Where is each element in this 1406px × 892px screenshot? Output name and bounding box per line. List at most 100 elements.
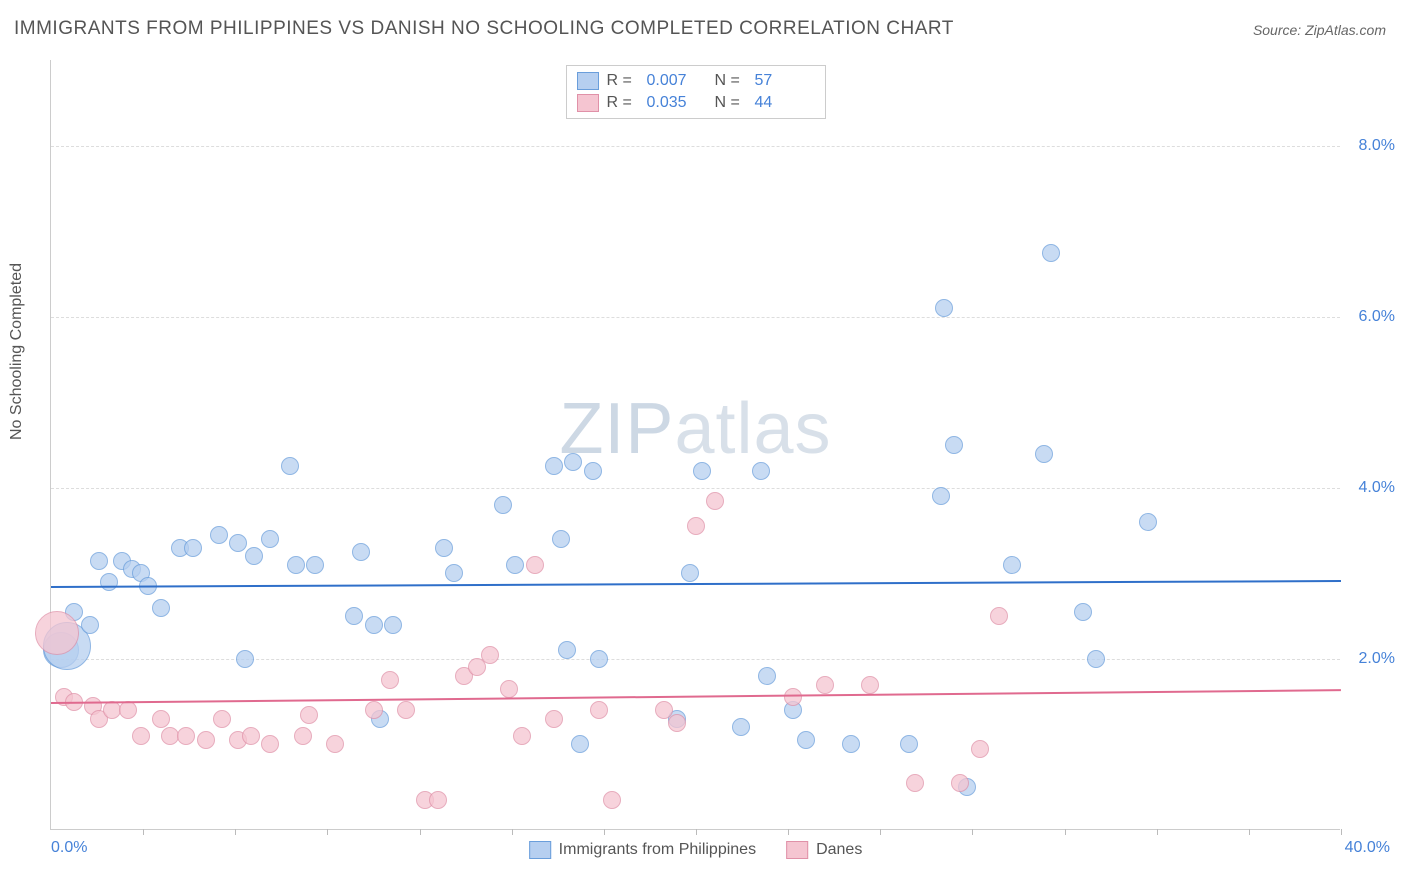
data-point xyxy=(435,539,453,557)
x-tick xyxy=(235,829,236,835)
x-axis-max-label: 40.0% xyxy=(1345,839,1390,857)
legend-item: Danes xyxy=(786,841,862,859)
series-name: Danes xyxy=(816,841,862,859)
n-label: N = xyxy=(715,72,747,90)
legend-stats-row: R = 0.007 N = 57 xyxy=(577,70,815,92)
data-point xyxy=(681,564,699,582)
data-point xyxy=(564,453,582,471)
data-point xyxy=(445,564,463,582)
data-point xyxy=(245,547,263,565)
data-point xyxy=(287,556,305,574)
n-label: N = xyxy=(715,94,747,112)
data-point xyxy=(177,727,195,745)
r-value: 0.007 xyxy=(647,72,707,90)
y-tick-label: 6.0% xyxy=(1359,308,1395,326)
data-point xyxy=(132,727,150,745)
swatch-icon xyxy=(577,72,599,90)
data-point xyxy=(81,616,99,634)
data-point xyxy=(210,526,228,544)
x-tick xyxy=(1341,829,1342,835)
data-point xyxy=(1074,603,1092,621)
legend-stats-row: R = 0.035 N = 44 xyxy=(577,92,815,114)
r-value: 0.035 xyxy=(647,94,707,112)
data-point xyxy=(584,462,602,480)
trend-line xyxy=(51,580,1341,588)
data-point xyxy=(197,731,215,749)
x-tick xyxy=(1249,829,1250,835)
data-point xyxy=(558,641,576,659)
x-tick xyxy=(512,829,513,835)
data-point xyxy=(242,727,260,745)
data-point xyxy=(100,573,118,591)
n-value: 57 xyxy=(755,72,815,90)
series-name: Immigrants from Philippines xyxy=(559,841,756,859)
data-point xyxy=(381,671,399,689)
x-tick xyxy=(1065,829,1066,835)
n-value: 44 xyxy=(755,94,815,112)
data-point xyxy=(545,710,563,728)
data-point xyxy=(951,774,969,792)
gridline xyxy=(51,488,1340,489)
data-point xyxy=(90,552,108,570)
data-point xyxy=(668,714,686,732)
data-point xyxy=(397,701,415,719)
data-point xyxy=(119,701,137,719)
data-point xyxy=(590,650,608,668)
data-point xyxy=(1003,556,1021,574)
data-point xyxy=(758,667,776,685)
x-tick xyxy=(696,829,697,835)
legend-series: Immigrants from Philippines Danes xyxy=(529,841,863,859)
data-point xyxy=(152,710,170,728)
x-tick xyxy=(420,829,421,835)
data-point xyxy=(306,556,324,574)
data-point xyxy=(603,791,621,809)
y-tick-label: 2.0% xyxy=(1359,650,1395,668)
watermark: ZIPatlas xyxy=(559,388,831,470)
data-point xyxy=(732,718,750,736)
swatch-icon xyxy=(529,841,551,859)
data-point xyxy=(213,710,231,728)
x-tick xyxy=(604,829,605,835)
data-point xyxy=(906,774,924,792)
data-point xyxy=(945,436,963,454)
data-point xyxy=(590,701,608,719)
data-point xyxy=(481,646,499,664)
x-tick xyxy=(972,829,973,835)
swatch-icon xyxy=(786,841,808,859)
data-point xyxy=(300,706,318,724)
data-point xyxy=(932,487,950,505)
data-point xyxy=(345,607,363,625)
data-point xyxy=(816,676,834,694)
data-point xyxy=(500,680,518,698)
data-point xyxy=(552,530,570,548)
source-label: Source: ZipAtlas.com xyxy=(1253,22,1386,38)
data-point xyxy=(971,740,989,758)
y-tick-label: 8.0% xyxy=(1359,137,1395,155)
x-tick xyxy=(143,829,144,835)
swatch-icon xyxy=(577,94,599,112)
legend-stats: R = 0.007 N = 57 R = 0.035 N = 44 xyxy=(566,65,826,119)
data-point xyxy=(1035,445,1053,463)
data-point xyxy=(326,735,344,753)
x-tick xyxy=(880,829,881,835)
data-point xyxy=(152,599,170,617)
data-point xyxy=(506,556,524,574)
plot-area: ZIPatlas R = 0.007 N = 57 R = 0.035 N = … xyxy=(50,60,1340,830)
data-point xyxy=(184,539,202,557)
data-point xyxy=(294,727,312,745)
r-label: R = xyxy=(607,72,639,90)
data-point xyxy=(900,735,918,753)
data-point xyxy=(365,701,383,719)
x-axis-min-label: 0.0% xyxy=(51,839,87,857)
x-tick xyxy=(788,829,789,835)
legend-item: Immigrants from Philippines xyxy=(529,841,756,859)
data-point xyxy=(1139,513,1157,531)
data-point xyxy=(365,616,383,634)
data-point xyxy=(990,607,1008,625)
chart-title: IMMIGRANTS FROM PHILIPPINES VS DANISH NO… xyxy=(14,18,954,40)
data-point xyxy=(384,616,402,634)
data-point xyxy=(236,650,254,668)
data-point xyxy=(571,735,589,753)
data-point xyxy=(513,727,531,745)
gridline xyxy=(51,317,1340,318)
